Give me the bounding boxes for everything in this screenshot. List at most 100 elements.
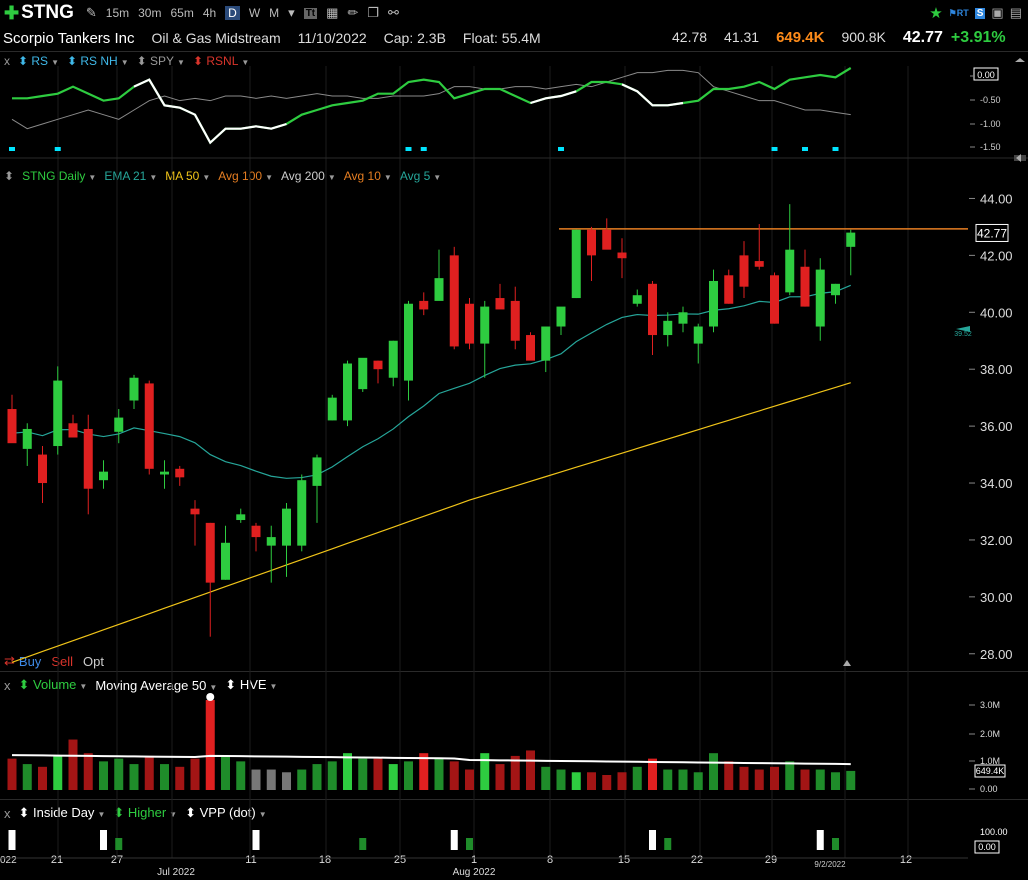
price-item-ma50[interactable]: MA 50 ▼ bbox=[165, 169, 211, 183]
hve-item[interactable]: ⬍ HVE ▼ bbox=[225, 677, 278, 692]
sell-button[interactable]: Sell bbox=[51, 653, 73, 669]
rs-pane-header: x ⬍ RS ▼ ⬍ RS NH ▼ ⬍ SPY ▼ ⬍ RSNL ▼ bbox=[0, 51, 257, 71]
volume-bar bbox=[404, 761, 413, 790]
price-item-ema21[interactable]: EMA 21 ▼ bbox=[104, 169, 158, 183]
rs-item[interactable]: ⬍ RS ▼ bbox=[18, 54, 59, 68]
rs-nh-item[interactable]: ⬍ RS NH ▼ bbox=[66, 54, 129, 68]
megaphone-icon[interactable]: ✎ bbox=[85, 5, 97, 20]
rs-nh-marker bbox=[771, 147, 778, 151]
tf-weekly[interactable]: W bbox=[248, 6, 261, 20]
close-pane-icon[interactable]: x bbox=[4, 677, 11, 693]
price-pane-arrows-icon[interactable]: ⬍ bbox=[4, 169, 15, 183]
scan-icon[interactable]: S bbox=[974, 7, 986, 19]
price-item-avg5[interactable]: Avg 5 ▼ bbox=[399, 169, 442, 183]
star-icon[interactable]: ★ bbox=[929, 5, 943, 22]
candle-body bbox=[480, 306, 490, 344]
tf-4h[interactable]: 4h bbox=[202, 6, 217, 20]
volume-bar bbox=[99, 761, 108, 790]
price-axis-label: 34.00 bbox=[980, 476, 1013, 491]
tf-30m[interactable]: 30m bbox=[138, 6, 162, 20]
rs-nh-marker bbox=[832, 147, 839, 151]
rt-icon[interactable]: ⚑RT bbox=[948, 7, 969, 18]
calculator-icon[interactable]: ▦ bbox=[326, 5, 339, 20]
candle-body bbox=[434, 278, 444, 301]
x-axis-day-label: 8 bbox=[547, 854, 553, 866]
inside-day-marker bbox=[466, 838, 473, 850]
x-axis-date-label: 9/2/2022 bbox=[814, 860, 846, 869]
close-pane-icon[interactable]: x bbox=[4, 54, 10, 68]
rs-nh-marker bbox=[802, 147, 808, 151]
price-item-avg100[interactable]: Avg 100 ▼ bbox=[218, 169, 273, 183]
x-axis-day-label: 21 bbox=[51, 854, 63, 866]
close-pane-icon[interactable]: x bbox=[4, 805, 11, 821]
settings-icon[interactable]: ▤ bbox=[1009, 5, 1022, 20]
candle-body bbox=[587, 229, 596, 256]
candle-body bbox=[495, 298, 505, 310]
buy-button[interactable]: Buy bbox=[18, 653, 42, 669]
symbol-field[interactable]: STNG bbox=[21, 2, 74, 23]
price-axis-label: 32.00 bbox=[980, 533, 1013, 548]
rs-nh-marker bbox=[420, 147, 427, 151]
volume-ma-item[interactable]: Moving Average 50 ▼ bbox=[95, 677, 218, 693]
candle-body bbox=[724, 275, 734, 304]
tf-15m[interactable]: 15m bbox=[105, 6, 130, 20]
volume-bar bbox=[160, 764, 169, 790]
vpp-item[interactable]: ⬍ VPP (dot) ▼ bbox=[185, 805, 267, 820]
day-low: 41.31 bbox=[724, 29, 760, 45]
volume-axis-label: 1.0M bbox=[980, 756, 1000, 766]
market-cap: Cap: 2.3B bbox=[383, 30, 446, 46]
symbol-info-bar: Scorpio Tankers Inc Oil & Gas Midstream … bbox=[0, 26, 1028, 50]
candle-body bbox=[312, 457, 322, 486]
share-icon[interactable]: ⚯ bbox=[388, 5, 399, 20]
volume-bar bbox=[465, 769, 474, 790]
ma50-line bbox=[11, 382, 851, 663]
price-item-avg10[interactable]: Avg 10 ▼ bbox=[343, 169, 392, 183]
candle-body bbox=[678, 312, 688, 324]
day-high: 42.78 bbox=[672, 29, 708, 45]
rsnl-item[interactable]: ⬍ RSNL ▼ bbox=[192, 54, 250, 68]
candle-body bbox=[53, 380, 63, 447]
timeframe-dropdown-icon[interactable]: ▾ bbox=[288, 5, 295, 20]
save-icon[interactable]: ▣ bbox=[991, 5, 1004, 20]
rs-weak-segment bbox=[530, 90, 577, 105]
higher-item[interactable]: ⬍ Higher ▼ bbox=[113, 805, 178, 820]
volume-bar bbox=[495, 764, 505, 790]
inside-day-item[interactable]: ⬍ Inside Day ▼ bbox=[18, 805, 106, 820]
candle-body bbox=[297, 480, 307, 546]
x-axis-day-label: 12 bbox=[900, 854, 912, 866]
volume-bar bbox=[678, 769, 688, 790]
spy-line bbox=[11, 69, 851, 130]
avg-volume: 900.8K bbox=[841, 29, 886, 45]
candle-body bbox=[800, 266, 810, 307]
price-item-daily[interactable]: STNG Daily ▼ bbox=[22, 169, 97, 183]
tf-daily[interactable]: D bbox=[225, 6, 240, 20]
inside-day-marker bbox=[649, 830, 656, 850]
volume-bars bbox=[7, 693, 856, 790]
indicator-pane-header: x ⬍ Inside Day ▼ ⬍ Higher ▼ ⬍ VPP (dot) ▼ bbox=[0, 803, 275, 823]
day-volume: 649.4K bbox=[776, 29, 825, 46]
pencil-icon[interactable]: ✏ bbox=[347, 5, 359, 20]
inside-day-marker bbox=[359, 838, 367, 850]
volume-bar bbox=[373, 758, 383, 790]
candle-body bbox=[144, 383, 154, 469]
rs-axis-label: -1.50 bbox=[980, 142, 1001, 152]
tf-monthly[interactable]: M bbox=[269, 6, 280, 20]
bottom-axis-label: 0.00 bbox=[978, 842, 996, 852]
volume-item[interactable]: ⬍ Volume ▼ bbox=[18, 677, 88, 692]
volume-ma-line bbox=[11, 754, 851, 766]
x-axis-day-label: 18 bbox=[319, 854, 331, 866]
price-axis-label: 42.00 bbox=[980, 248, 1013, 263]
candle-body bbox=[205, 522, 215, 583]
volume-axis-label: 3.0M bbox=[980, 700, 1000, 710]
price-item-avg200[interactable]: Avg 200 ▼ bbox=[280, 169, 336, 183]
layers-icon[interactable]: ❐ bbox=[367, 5, 380, 20]
text-tool-icon[interactable]: Tt bbox=[303, 7, 318, 19]
volume-bar bbox=[709, 753, 718, 790]
trade-icon[interactable]: ⇄ bbox=[4, 653, 15, 668]
x-axis-day-label: 15 bbox=[618, 854, 630, 866]
tf-65m[interactable]: 65m bbox=[170, 6, 194, 20]
options-button[interactable]: Opt bbox=[83, 653, 104, 669]
add-symbol-icon[interactable]: ✚ bbox=[4, 2, 20, 23]
spy-item[interactable]: ⬍ SPY ▼ bbox=[136, 54, 185, 68]
